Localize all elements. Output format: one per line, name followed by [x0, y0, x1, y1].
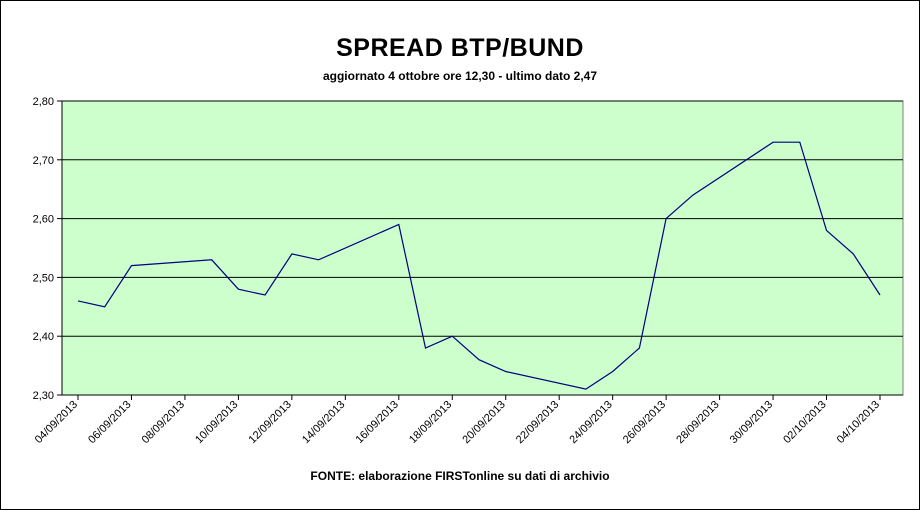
y-tick-label: 2,40 [33, 331, 54, 343]
series-line [77, 141, 881, 390]
x-tick-label: 30/09/2013 [728, 399, 775, 446]
y-tick-label: 2,60 [33, 214, 54, 226]
x-tick-label: 24/09/2013 [567, 399, 614, 446]
x-tick-label: 08/09/2013 [140, 399, 187, 446]
x-tick-label: 18/09/2013 [407, 399, 454, 446]
y-tick-label: 2,50 [33, 272, 54, 284]
x-tick-label: 10/09/2013 [193, 399, 240, 446]
x-tick-label: 16/09/2013 [354, 399, 401, 446]
axes [61, 101, 903, 396]
y-tick-label: 2,80 [33, 96, 54, 108]
x-tick-label: 28/09/2013 [674, 399, 721, 446]
x-tick-labels: 04/09/2013 06/09/2013 08/09/2013 10/09/2013… [33, 395, 882, 446]
y-tick-label: 2,30 [33, 390, 54, 402]
x-tick-label: 26/09/2013 [621, 399, 668, 446]
x-tick-label: 04/09/2013 [33, 399, 80, 446]
y-tick-label: 2,70 [33, 155, 54, 167]
series-group [77, 141, 881, 390]
x-tick-label: 06/09/2013 [86, 399, 133, 446]
x-tick-label: 14/09/2013 [300, 399, 347, 446]
grid-lines [62, 100, 903, 337]
y-tick-labels: 2,30 2,40 2,50 2,60 2,70 2,80 [33, 96, 62, 402]
x-tick-label: 20/09/2013 [460, 399, 507, 446]
chart-subtitle: aggiornato 4 ottobre ore 12,30 - ultimo … [322, 69, 598, 83]
x-tick-label: 22/09/2013 [514, 399, 561, 446]
chart-title: SPREAD BTP/BUND [336, 34, 584, 62]
plot-area [61, 100, 904, 396]
source-note: FONTE: elaborazione FIRSTonline su dati … [310, 469, 610, 483]
x-tick-label: 12/09/2013 [247, 399, 294, 446]
x-tick-label: 02/10/2013 [781, 399, 828, 446]
x-tick-label: 04/10/2013 [835, 399, 882, 446]
